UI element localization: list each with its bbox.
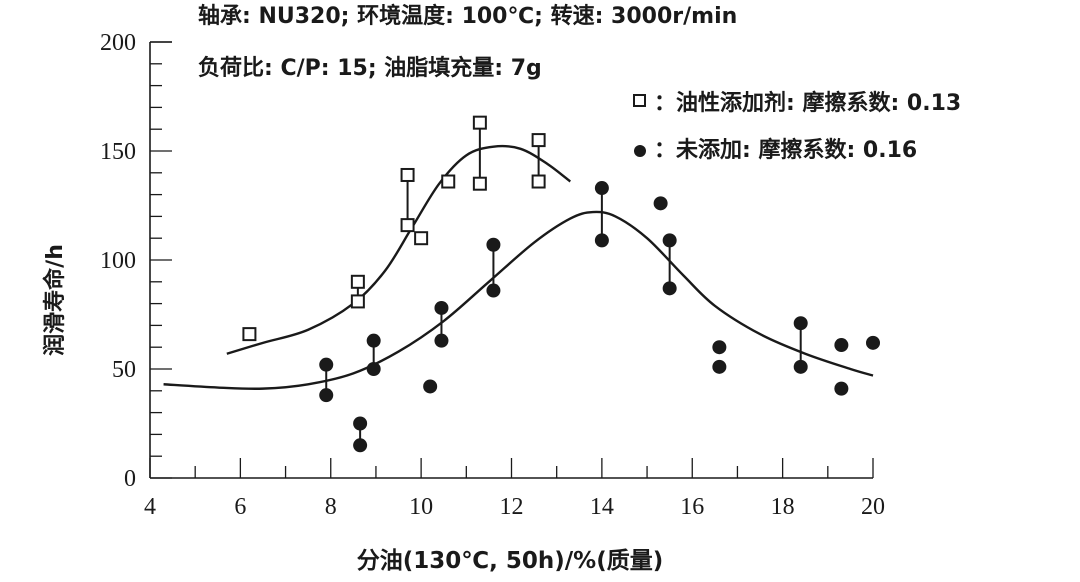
y-tick-label: 200 (100, 30, 136, 56)
data-point-square (400, 167, 415, 182)
data-point-circle (423, 379, 438, 394)
data-point-circle (319, 388, 334, 403)
fit-curve-no-additive (163, 210, 874, 390)
legend-label-no-additive: ：未添加: 摩擦系数: 0.16 (654, 137, 917, 163)
data-point-circle (434, 333, 449, 348)
y-axis-label: 润滑寿命/h (42, 244, 68, 356)
data-point-circle (353, 438, 368, 453)
data-point-circle (366, 333, 381, 348)
data-point-square (400, 218, 415, 233)
x-tick-label: 18 (771, 494, 795, 520)
data-point-square (350, 274, 365, 289)
y-tick-label: 0 (124, 466, 136, 492)
x-tick-label: 12 (500, 494, 524, 520)
data-point-circle (662, 233, 677, 248)
data-point-circle (486, 283, 501, 298)
x-tick-label: 16 (680, 494, 704, 520)
data-point-square (472, 176, 487, 191)
legend-marker-circle (634, 145, 646, 157)
data-point-circle (594, 233, 609, 248)
data-point-circle (486, 237, 501, 252)
x-tick-label: 10 (409, 494, 433, 520)
data-point-circle (662, 281, 677, 296)
data-point-circle (834, 381, 849, 396)
data-point-square (531, 133, 546, 148)
data-point-circle (353, 416, 368, 431)
data-point-circle (712, 359, 727, 374)
data-point-square (472, 115, 487, 130)
fit-curve-additive (226, 144, 571, 355)
x-tick-label: 14 (590, 494, 614, 520)
x-tick-label: 6 (234, 494, 246, 520)
x-tick-label: 20 (861, 494, 885, 520)
data-point-circle (866, 335, 880, 350)
legend-marker-square (633, 94, 646, 107)
data-point-square (531, 174, 546, 189)
data-point-square (242, 327, 257, 342)
data-point-circle (712, 340, 727, 355)
annotation-line-2: 负荷比: C/P: 15; 油脂填充量: 7g (198, 55, 542, 81)
data-point-circle (653, 196, 668, 211)
x-axis-label: 分油(130℃, 50h)/%(质量) (357, 548, 663, 574)
data-point-square (350, 294, 365, 309)
x-tick-label: 8 (325, 494, 337, 520)
data-point-circle (366, 362, 381, 376)
axes: 0 50 100 150 200 4 6 8 10 12 14 16 18 20 (100, 30, 885, 520)
y-tick-label: 150 (100, 139, 136, 165)
legend: ：油性添加剂: 摩擦系数: 0.13 ：未添加: 摩擦系数: 0.16 (633, 90, 961, 163)
data-point-circle (834, 338, 849, 353)
legend-label-additive: ：油性添加剂: 摩擦系数: 0.13 (654, 90, 961, 116)
data-point-square (414, 231, 429, 246)
x-tick-label: 4 (144, 494, 156, 520)
data-point-circle (434, 300, 449, 315)
data-point-circle (319, 357, 334, 372)
data-points (242, 115, 880, 453)
data-point-circle (594, 181, 609, 196)
annotation-line-1: 轴承: NU320; 环境温度: 100℃; 转速: 3000r/min (198, 3, 737, 29)
y-tick-label: 50 (112, 357, 136, 383)
data-point-square (441, 174, 456, 189)
data-point-circle (793, 359, 808, 374)
y-tick-label: 100 (100, 248, 136, 274)
data-point-circle (793, 316, 808, 331)
range-bars (325, 122, 802, 446)
fit-curves (163, 144, 874, 390)
